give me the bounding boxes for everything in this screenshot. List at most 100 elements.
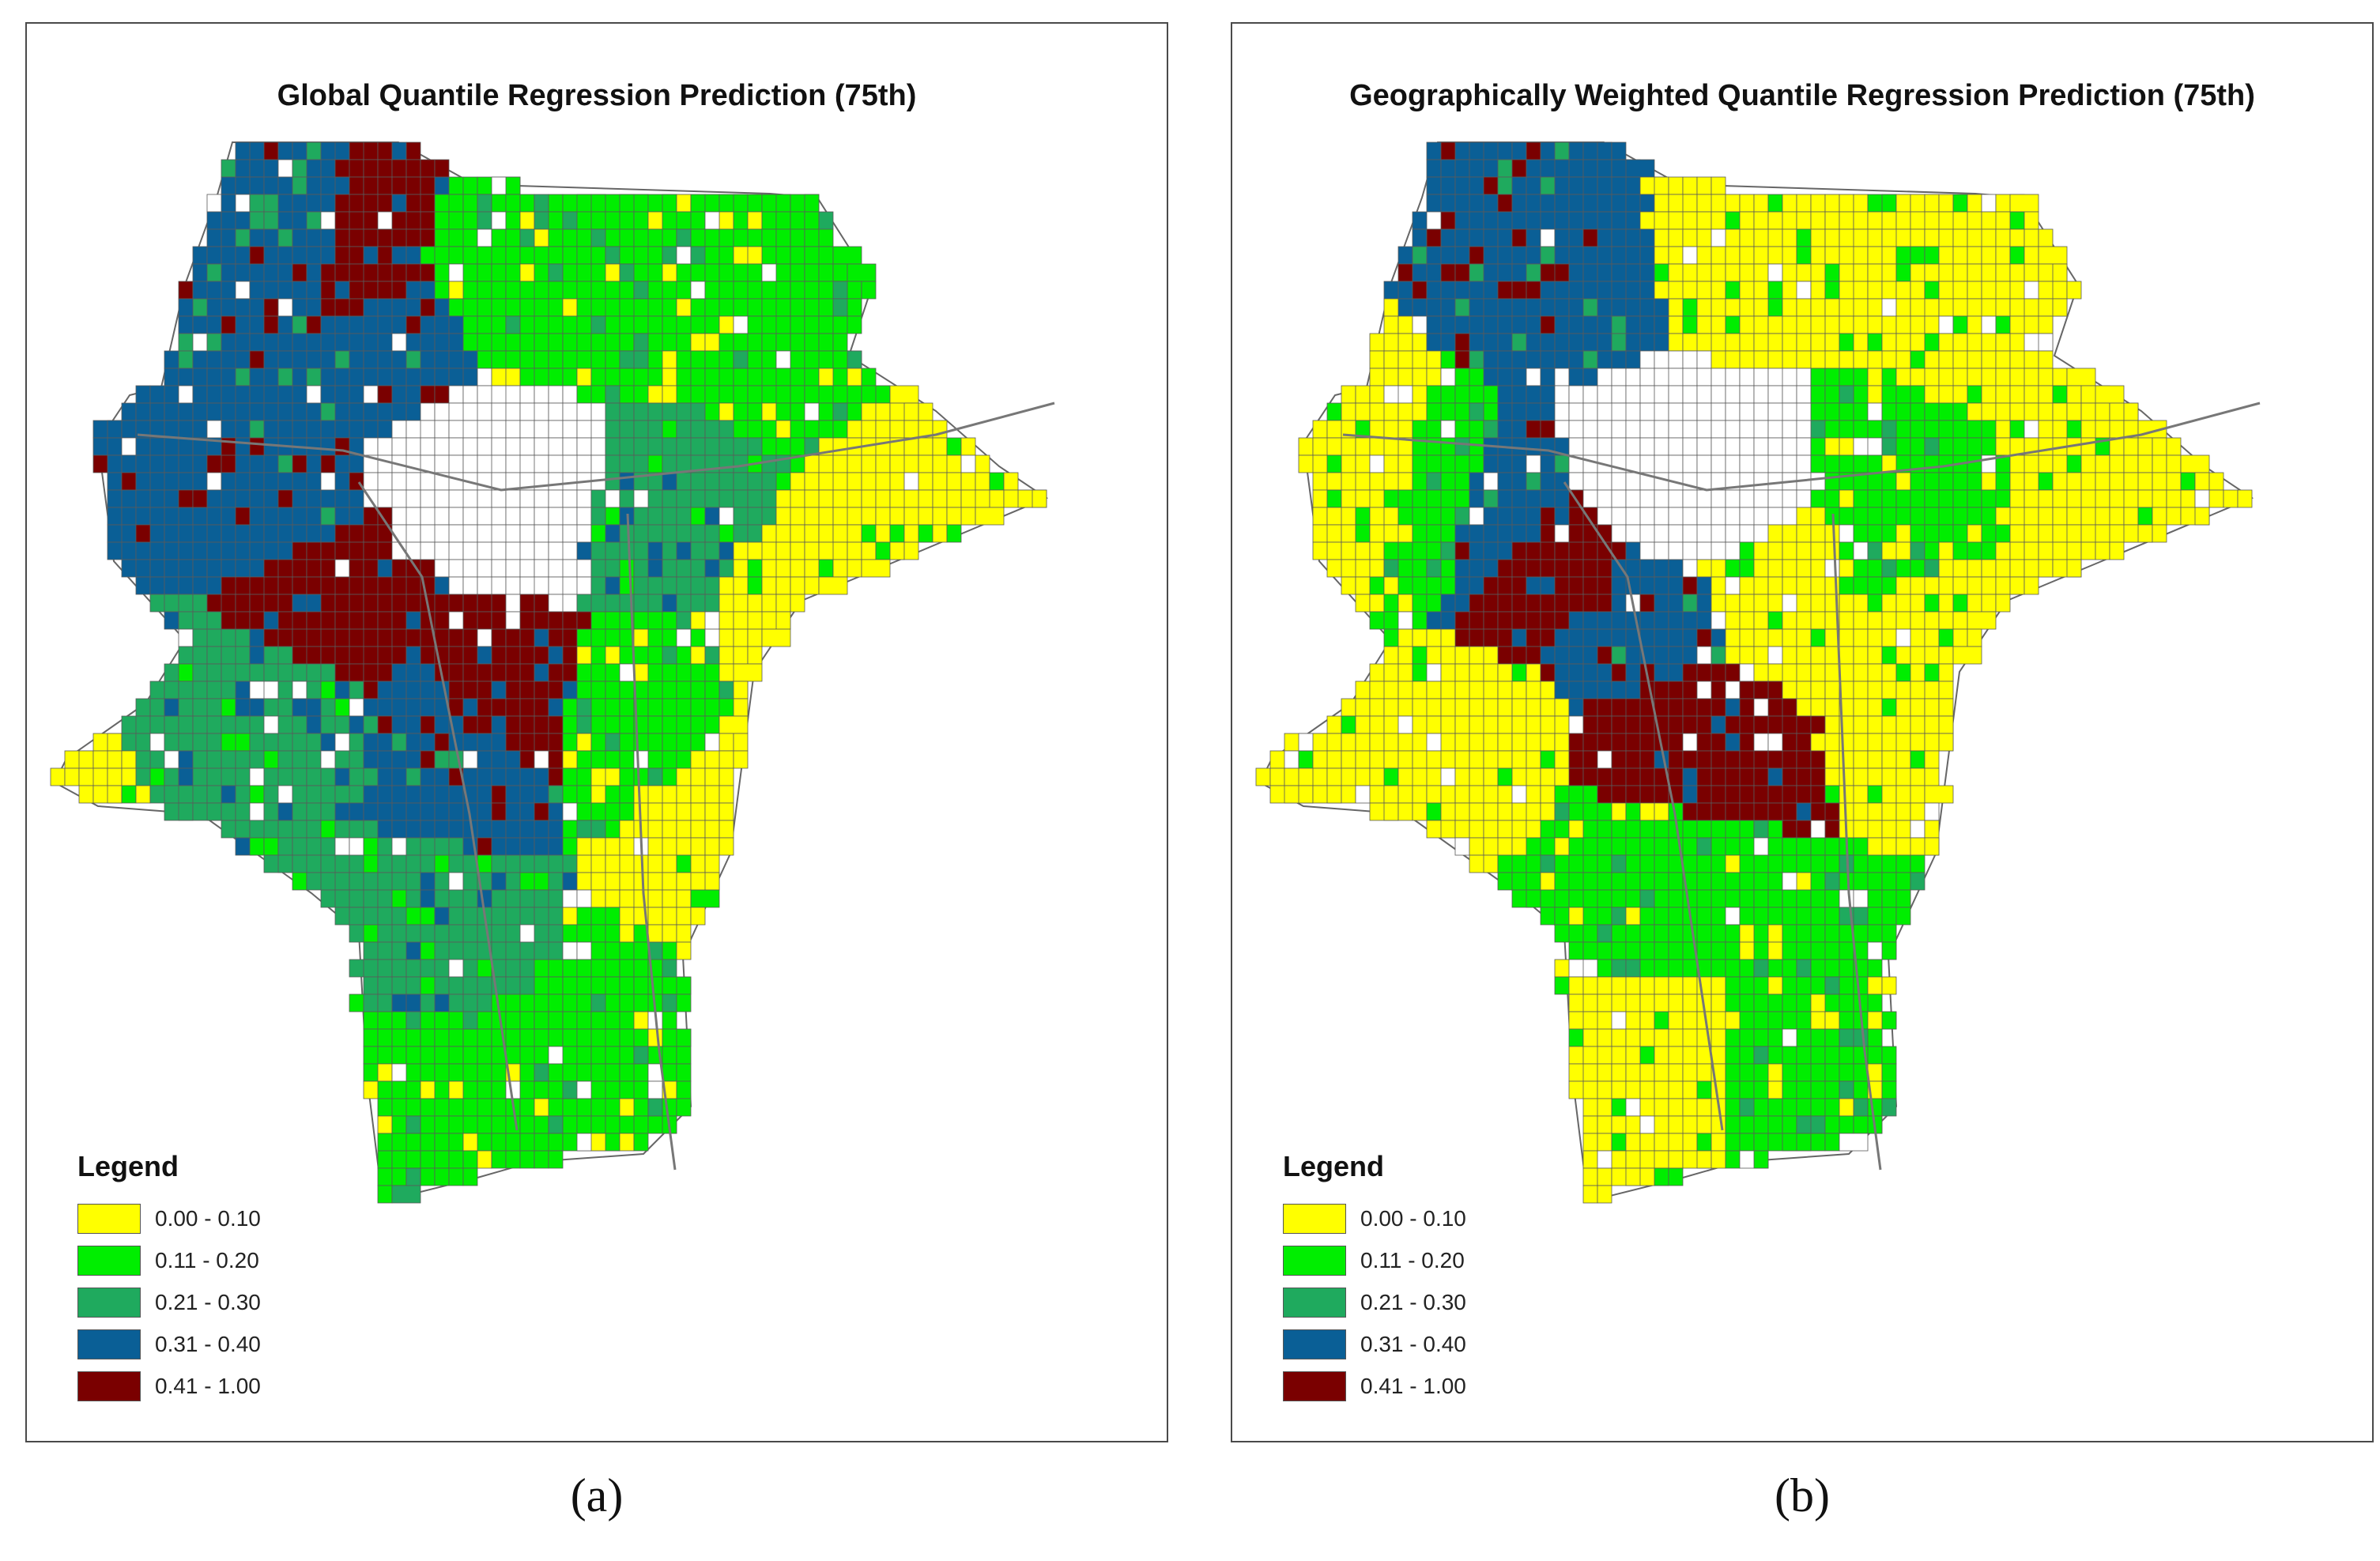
- census-tract: [1568, 750, 1584, 769]
- census-tract: [1881, 872, 1897, 891]
- census-tract: [676, 1063, 692, 1082]
- census-tract: [1568, 420, 1584, 439]
- census-tract: [121, 402, 137, 421]
- census-tract: [363, 1028, 379, 1047]
- census-tract: [405, 263, 421, 282]
- census-tract: [1938, 611, 1954, 630]
- census-tract: [1483, 681, 1499, 699]
- census-tract: [192, 368, 208, 386]
- census-tract: [1625, 1115, 1641, 1134]
- census-tract: [1511, 576, 1527, 595]
- census-tract: [1412, 681, 1428, 699]
- census-tract: [1711, 802, 1726, 821]
- census-tract: [2080, 541, 2096, 560]
- census-tract: [2123, 507, 2139, 526]
- census-tract: [1952, 281, 1968, 300]
- census-tract: [1924, 594, 1940, 613]
- census-tract: [1355, 541, 1371, 560]
- census-tract: [263, 767, 279, 786]
- census-tract: [1454, 646, 1470, 665]
- census-tract: [1824, 1028, 1840, 1047]
- census-tract: [405, 472, 421, 491]
- census-tract: [1454, 785, 1470, 804]
- census-tract: [1682, 820, 1698, 839]
- census-tract: [434, 281, 450, 300]
- census-tract: [1526, 559, 1541, 578]
- census-tract: [2038, 507, 2054, 526]
- census-tract: [391, 385, 407, 404]
- census-tract: [1881, 333, 1897, 352]
- census-tract: [719, 576, 734, 595]
- census-tract: [391, 976, 407, 995]
- census-tract: [1924, 820, 1940, 839]
- census-tract: [1782, 211, 1797, 230]
- census-tract: [1554, 211, 1570, 230]
- census-tract: [1810, 368, 1826, 386]
- census-tract: [164, 437, 179, 456]
- census-tract: [1839, 976, 1854, 995]
- census-tract: [377, 1028, 393, 1047]
- census-tract: [1582, 1167, 1598, 1186]
- census-tract: [1782, 976, 1797, 995]
- census-tract: [178, 681, 194, 699]
- census-tract: [391, 1028, 407, 1047]
- census-tract: [1824, 228, 1840, 247]
- census-tract: [676, 1080, 692, 1099]
- census-tract: [420, 820, 436, 839]
- census-tract: [235, 715, 251, 734]
- census-tract: [1910, 437, 1925, 456]
- census-tract: [2052, 368, 2068, 386]
- census-tract: [1682, 194, 1698, 213]
- census-tract: [1654, 698, 1669, 717]
- census-tract: [1497, 628, 1513, 647]
- census-tract: [1540, 907, 1556, 926]
- census-tract: [1454, 750, 1470, 769]
- census-tract: [420, 368, 436, 386]
- census-tract: [306, 820, 322, 839]
- census-tract: [405, 941, 421, 960]
- census-tract: [1654, 350, 1669, 369]
- census-tract: [462, 228, 478, 247]
- census-tract: [733, 750, 749, 769]
- census-tract: [1682, 802, 1698, 821]
- census-tract: [405, 820, 421, 839]
- census-tract: [1625, 872, 1641, 891]
- census-tract: [960, 454, 976, 473]
- census-tract: [875, 524, 891, 543]
- census-tract: [1611, 1063, 1627, 1082]
- census-tract: [235, 820, 251, 839]
- census-tract: [619, 246, 635, 265]
- census-tract: [334, 594, 350, 613]
- census-tract: [249, 159, 265, 178]
- census-tract: [235, 628, 251, 647]
- census-tract: [1639, 437, 1655, 456]
- census-tract: [277, 141, 293, 160]
- census-tract: [1526, 472, 1541, 491]
- census-tract: [135, 402, 151, 421]
- census-tract: [1540, 646, 1556, 665]
- census-tract: [1796, 194, 1812, 213]
- legend-swatch-1: [77, 1203, 141, 1234]
- census-tract: [647, 594, 663, 613]
- census-tract: [1767, 628, 1783, 647]
- census-tract: [2038, 368, 2054, 386]
- census-tract: [1639, 350, 1655, 369]
- census-tract: [1995, 402, 2011, 421]
- census-tract: [221, 628, 236, 647]
- census-tract: [1639, 1080, 1655, 1099]
- census-tract: [1540, 420, 1556, 439]
- census-tract: [1867, 437, 1883, 456]
- census-tract: [277, 402, 293, 421]
- legend-swatch-5: [1283, 1371, 1346, 1401]
- census-tract: [1796, 733, 1812, 752]
- census-tract: [690, 733, 706, 752]
- census-tract: [434, 176, 450, 195]
- census-tract: [192, 733, 208, 752]
- census-tract: [1810, 854, 1826, 873]
- census-tract: [534, 350, 549, 369]
- census-tract: [1341, 698, 1356, 717]
- census-tract: [277, 176, 293, 195]
- census-tract: [1753, 820, 1769, 839]
- legend-item-1: 0.00 - 0.10: [1283, 1197, 1466, 1239]
- census-tract: [1739, 611, 1755, 630]
